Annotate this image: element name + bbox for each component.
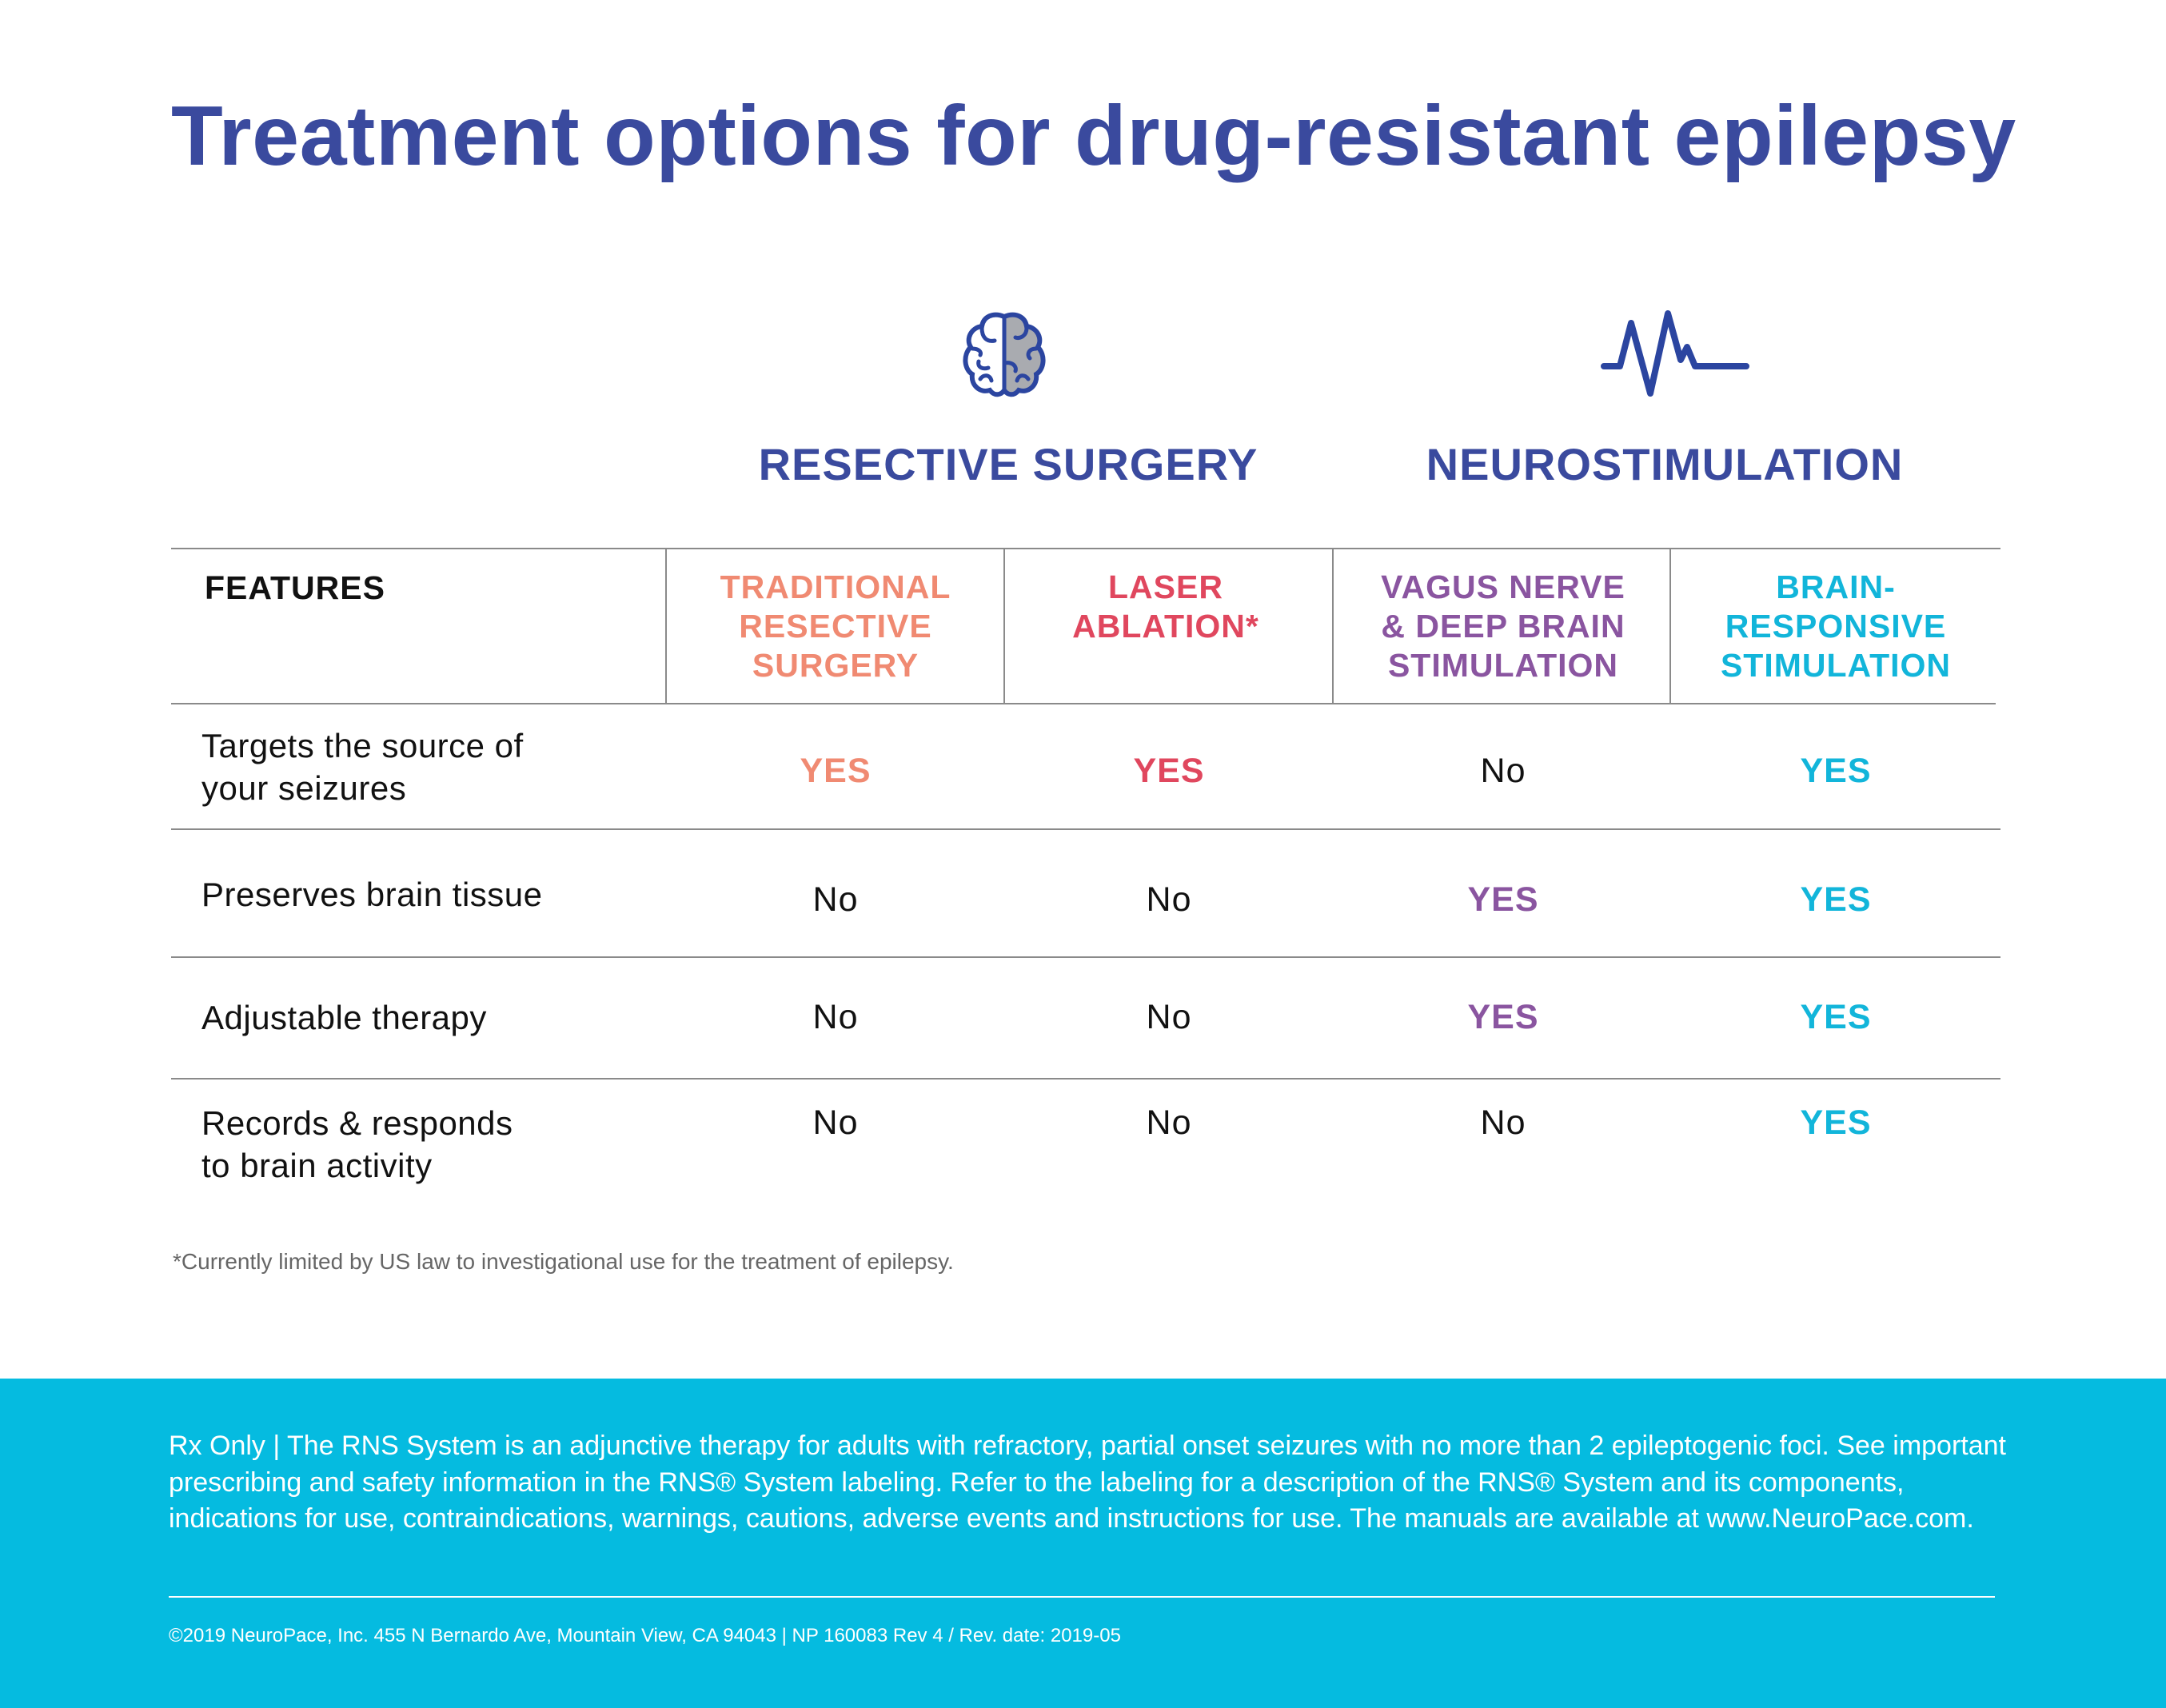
row-divider [171, 1078, 2000, 1079]
table-cell: YES [800, 752, 872, 790]
footer-disclaimer: Rx Only | The RNS System is an adjunctiv… [169, 1431, 2006, 1534]
column-header-brain-responsive: BRAIN- RESPONSIVE STIMULATION [1720, 569, 1952, 684]
row-label-targets-source: Targets the source of your seizures [201, 727, 524, 807]
row-label-adjustable: Adjustable therapy [201, 999, 487, 1036]
group-header-resective-surgery: RESECTIVE SURGERY [758, 439, 1259, 489]
column-header-vagus-deep-brain: VAGUS NERVE & DEEP BRAIN STIMULATION [1381, 569, 1625, 684]
page-title: Treatment options for drug-resistant epi… [171, 89, 2016, 183]
footnote: *Currently limited by US law to investig… [173, 1249, 954, 1274]
features-header: FEATURES [205, 569, 385, 606]
row-divider [171, 703, 1996, 704]
table-cell: No [1480, 1103, 1526, 1142]
column-header-traditional-resective-surgery: TRADITIONAL RESECTIVE SURGERY [720, 569, 951, 684]
column-divider [665, 549, 667, 704]
column-divider [1003, 549, 1005, 704]
table-cell: YES [1467, 880, 1539, 919]
pulse-waveform-icon [1601, 310, 1749, 397]
group-header-neurostimulation: NEUROSTIMULATION [1426, 439, 1904, 489]
table-cell: No [1146, 880, 1192, 919]
table-cell: YES [1467, 998, 1539, 1036]
table-cell: No [812, 998, 859, 1036]
table-cell: YES [1133, 752, 1205, 790]
row-label-preserves-tissue: Preserves brain tissue [201, 876, 543, 913]
brain-icon [963, 312, 1046, 397]
footer-band [0, 1379, 2166, 1708]
column-divider [1332, 549, 1334, 704]
footer-copyright: ©2019 NeuroPace, Inc. 455 N Bernardo Ave… [169, 1625, 1121, 1646]
table-cell: YES [1800, 1103, 1872, 1142]
table-cell: YES [1800, 880, 1872, 919]
table-cell: YES [1800, 998, 1872, 1036]
table-cell: No [812, 880, 859, 919]
row-divider [171, 956, 2000, 958]
row-label-records-responds: Records & responds to brain activity [201, 1104, 513, 1184]
column-divider [1669, 549, 1671, 704]
table-cell: No [1480, 752, 1526, 790]
footer-divider [169, 1596, 1995, 1598]
row-divider [171, 828, 2000, 830]
table-top-border [171, 548, 2000, 549]
table-cell: No [812, 1103, 859, 1142]
column-header-laser-ablation: LASER ABLATION* [1072, 569, 1259, 644]
table-cell: No [1146, 998, 1192, 1036]
table-cell: No [1146, 1103, 1192, 1142]
table-cell: YES [1800, 752, 1872, 790]
